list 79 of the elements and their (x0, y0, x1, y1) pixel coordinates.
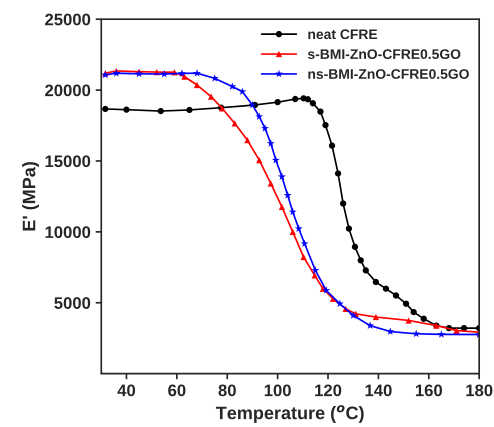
point (420, 316, 427, 322)
point (290, 228, 296, 235)
point (322, 286, 330, 294)
point (392, 292, 400, 299)
point (346, 225, 352, 232)
point (288, 208, 297, 216)
point (228, 82, 236, 90)
point (312, 272, 318, 279)
point (232, 120, 238, 127)
y-axis-title: E' (MPa) (22, 162, 39, 230)
point (178, 69, 186, 77)
x-tick-label: 160 (416, 384, 442, 396)
point (193, 69, 201, 77)
legend-label: ns-BMI-ZnO-CFRE0.5GO (308, 69, 469, 79)
x-tick-label: 180 (466, 384, 492, 396)
point (334, 170, 342, 177)
point (328, 142, 336, 149)
x-tick-label: 100 (264, 384, 291, 396)
y-tick-label: 10000 (46, 226, 90, 238)
point (278, 172, 286, 180)
point (437, 330, 446, 338)
y-tick-label: 5000 (54, 297, 90, 309)
point (358, 257, 364, 264)
y-tick-label: 25000 (45, 14, 90, 26)
y-tick-label: 20000 (45, 84, 90, 96)
point (278, 204, 286, 210)
point (366, 321, 374, 329)
point (194, 82, 200, 88)
point (160, 70, 168, 78)
point (406, 317, 412, 324)
point (362, 267, 369, 274)
point (352, 244, 358, 250)
point (102, 106, 108, 112)
point (256, 157, 262, 164)
point (272, 156, 280, 164)
point (349, 311, 358, 319)
point (453, 327, 460, 334)
point (372, 278, 380, 286)
point (336, 300, 344, 308)
point (261, 124, 269, 132)
point (181, 74, 188, 80)
x-tick-label: 80 (218, 384, 236, 396)
legend-label: s-BMI-ZnO-CFRE0.5GO (308, 49, 460, 60)
point (410, 308, 417, 316)
x-axis-title: Temperature ($^{o}$C) (216, 405, 364, 423)
point (112, 69, 120, 77)
point (208, 93, 214, 100)
point (322, 122, 329, 128)
point (311, 266, 320, 274)
legend-label: neat CFRE (308, 29, 378, 40)
point (412, 330, 420, 338)
point (268, 180, 274, 187)
point (244, 137, 251, 144)
point (248, 100, 256, 108)
point (372, 314, 380, 320)
point (304, 96, 311, 102)
point (300, 239, 309, 247)
point (186, 106, 193, 114)
point (238, 87, 246, 96)
point (284, 191, 292, 199)
x-tick-label: 120 (315, 384, 342, 396)
y-tick-label: 15000 (46, 155, 90, 168)
point (294, 224, 303, 232)
point (340, 200, 346, 207)
point (274, 99, 281, 106)
x-tick-label: 140 (366, 384, 392, 396)
point (266, 139, 275, 147)
x-tick-label: 60 (168, 384, 186, 396)
point (158, 108, 164, 114)
point (382, 286, 390, 292)
point (310, 100, 316, 106)
point (255, 112, 264, 120)
point (402, 300, 410, 307)
point (123, 106, 130, 113)
point (135, 70, 144, 78)
x-tick-label: 40 (117, 384, 136, 396)
point (317, 108, 324, 115)
point (300, 254, 307, 260)
point (292, 96, 298, 102)
